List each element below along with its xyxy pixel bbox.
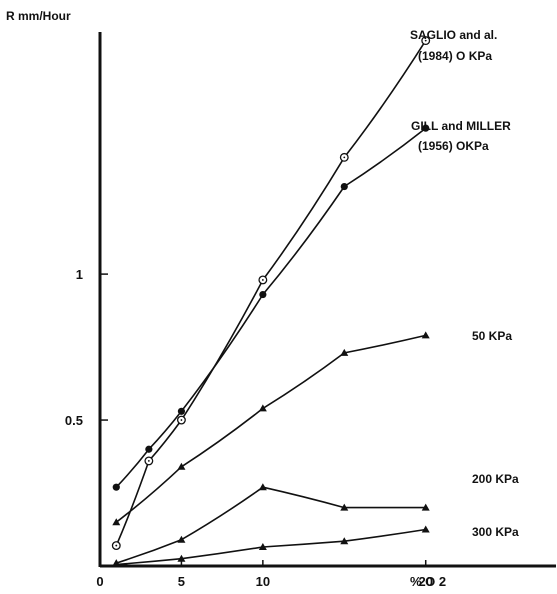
x-tick-label: 20 (418, 574, 432, 589)
series-labels: SAGLIO and al. (1984) O KPa GILL and MILLE… (410, 28, 519, 539)
series-label-gill_miller: GILL and MILLER (411, 119, 511, 133)
data-point-kpa50 (112, 518, 121, 526)
data-point-kpa300 (421, 525, 430, 533)
series-line-kpa50 (115, 334, 426, 523)
data-point-kpa50 (258, 404, 267, 412)
series-label-kpa200: 200 KPa (472, 472, 519, 486)
data-point-kpa200 (258, 483, 267, 491)
axis-ticks: 0 5 10 20 0.5 1 (65, 267, 433, 589)
data-point-kpa300 (258, 543, 267, 551)
y-tick-label: 0.5 (65, 413, 83, 428)
x-tick-label: 5 (178, 574, 185, 589)
data-point-center-saglio (147, 460, 150, 462)
series-line-saglio (115, 40, 427, 546)
data-point-kpa300 (177, 554, 186, 562)
data-point-kpa50 (421, 331, 430, 339)
series-line-kpa200 (116, 486, 426, 564)
data-point-center-saglio (261, 279, 264, 281)
series-label-kpa50: 50 KPa (472, 329, 512, 343)
series-label-gill_miller: (1956) OKPa (418, 139, 489, 153)
data-point-gill_miller (177, 407, 186, 415)
data-point-gill_miller (145, 445, 153, 453)
data-point-kpa300 (112, 560, 121, 568)
x-tick-label: 10 (256, 574, 270, 589)
series-markers (111, 36, 431, 568)
series-lines (115, 40, 427, 566)
data-point-center-saglio (115, 544, 118, 547)
data-point-center-saglio (180, 419, 183, 421)
data-point-kpa200 (421, 503, 430, 511)
data-point-center-saglio (343, 156, 346, 159)
data-point-kpa50 (177, 462, 186, 470)
data-point-gill_miller (340, 182, 348, 191)
series-line-gill_miller (115, 127, 427, 488)
data-point-kpa300 (340, 537, 349, 545)
series-label-kpa300: 300 KPa (472, 525, 519, 539)
data-point-kpa50 (340, 348, 349, 356)
data-point-gill_miller (259, 290, 267, 299)
data-point-gill_miller (112, 483, 120, 491)
y-axis-label: R mm/Hour (6, 9, 71, 23)
x-axis-label: % O 2 (410, 574, 446, 589)
series-label-saglio: SAGLIO and al. (410, 28, 497, 42)
y-tick-label: 1 (76, 267, 83, 282)
series-label-saglio: (1984) O KPa (418, 49, 492, 63)
data-point-kpa200 (177, 535, 186, 543)
data-point-gill_miller (422, 124, 430, 132)
x-tick-label: 0 (96, 574, 103, 589)
data-point-kpa200 (340, 503, 349, 511)
data-point-center-saglio (424, 39, 427, 42)
